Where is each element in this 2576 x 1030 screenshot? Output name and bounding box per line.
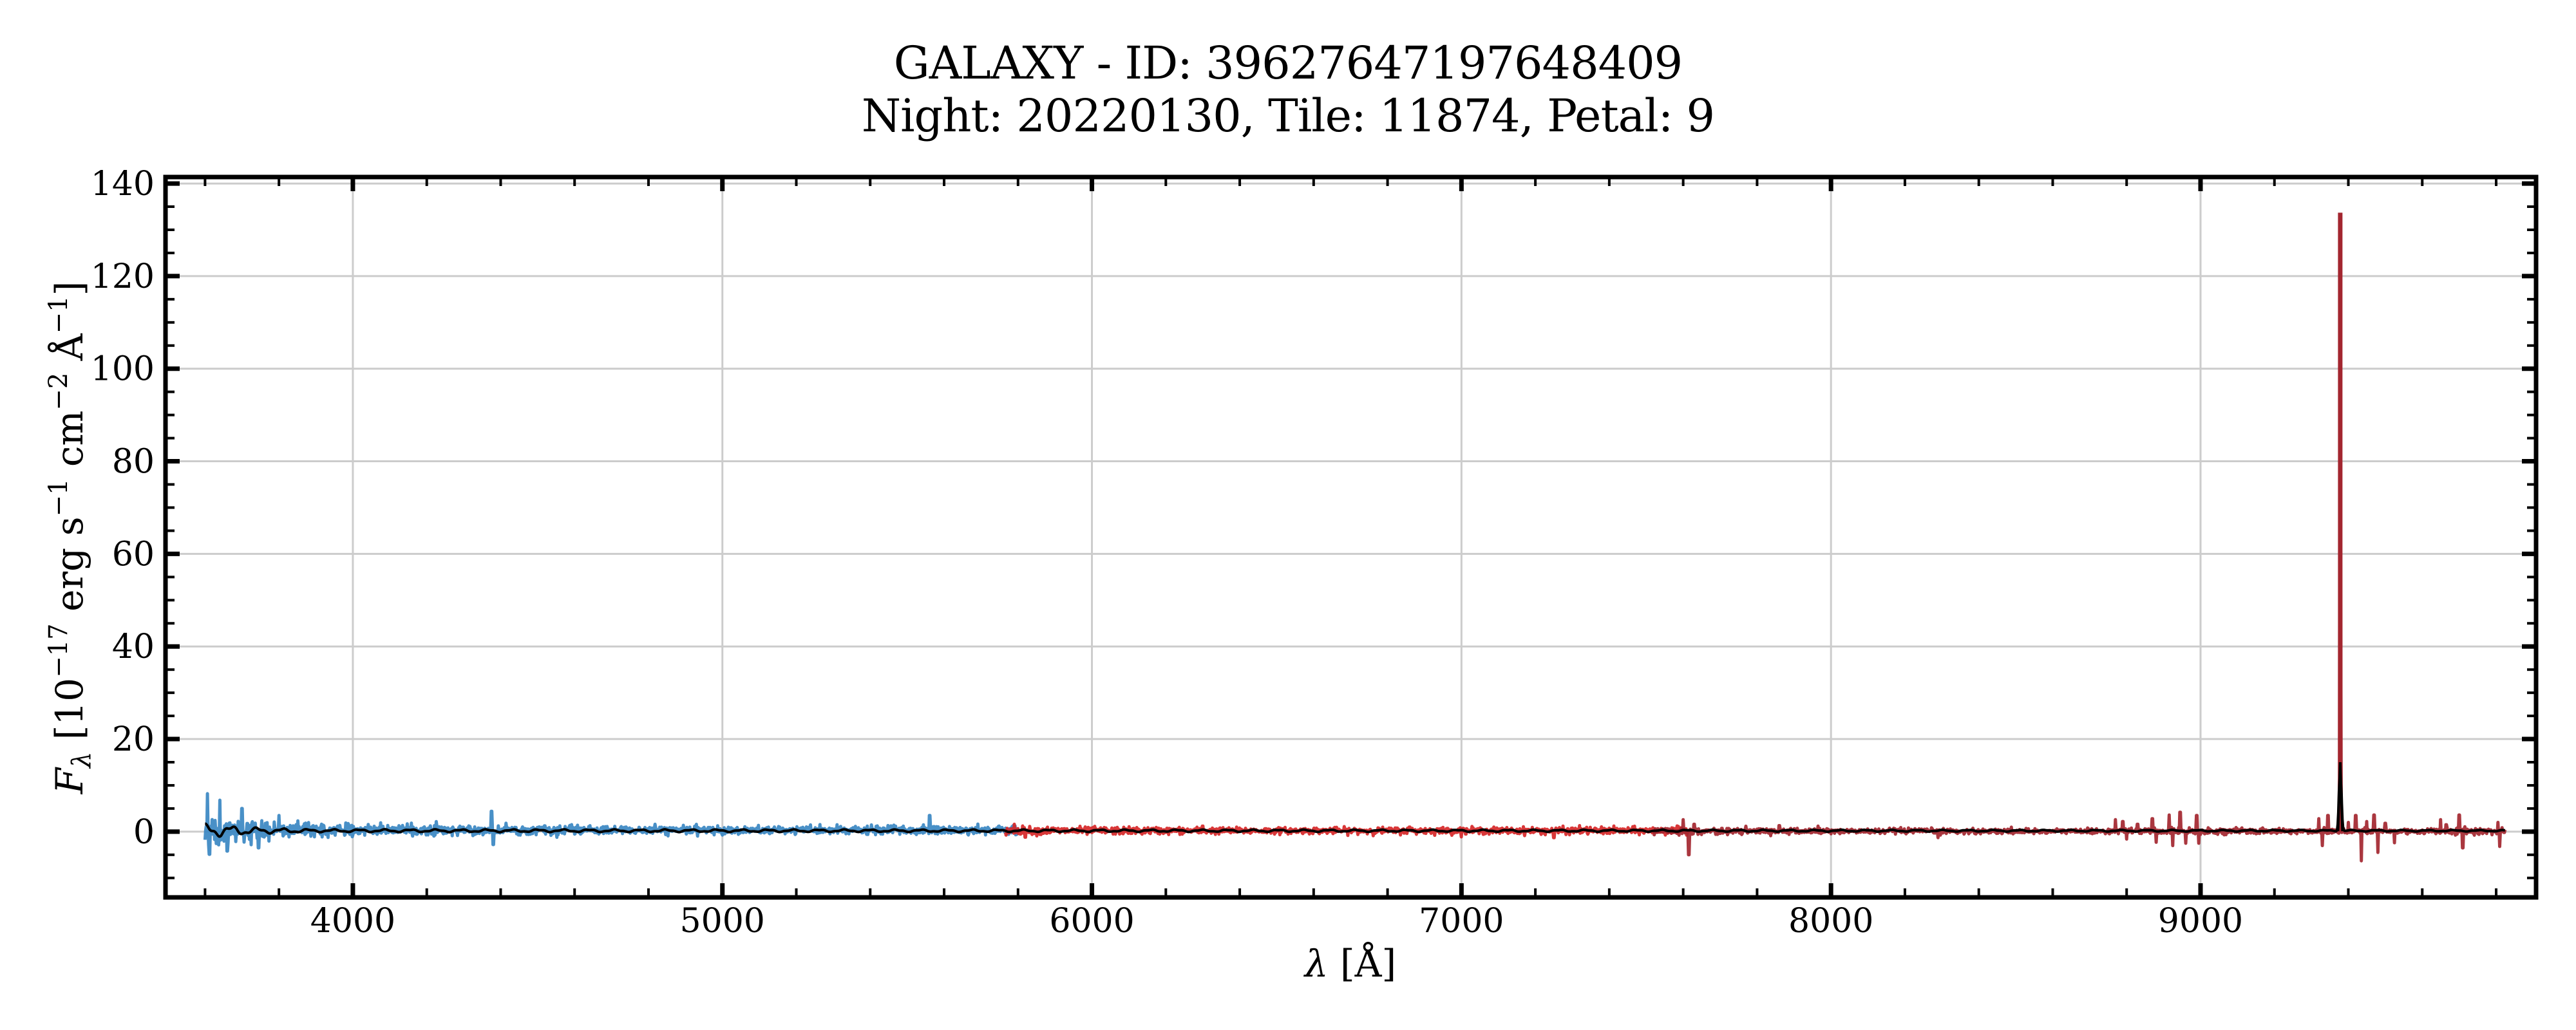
- y-label-angstrom: Å: [48, 333, 91, 372]
- y-label-exp1: −17: [44, 623, 73, 677]
- tick-labels: 4000 5000 6000 7000 8000 9000 0 20 40 60 80 100 120 1…: [91, 165, 2243, 941]
- x-tick-label: 6000: [1049, 902, 1134, 941]
- y-label-open: [10: [48, 678, 91, 752]
- x-axis-label: λ [Å]: [1303, 942, 1396, 986]
- x-tick-label: 7000: [1419, 902, 1504, 941]
- y-axis-label: Fλ [10−17 erg s−1 cm−2 Å−1]: [44, 281, 97, 795]
- y-label-close: ]: [48, 281, 91, 296]
- z-camera-flux-line: [1652, 268, 2507, 863]
- x-tick-label: 5000: [680, 902, 765, 941]
- spectrum-lines: [203, 212, 2507, 863]
- y-label-erg: erg s: [48, 517, 91, 624]
- y-tick-label: 80: [112, 443, 155, 482]
- b-camera-flux-line: [203, 792, 1023, 856]
- x-tick-label: 9000: [2158, 902, 2243, 941]
- chart-title-line1: GALAXY - ID: 39627647197648409: [893, 37, 1683, 89]
- y-label-symbol: F: [48, 767, 91, 794]
- axes-frame: [163, 174, 2539, 900]
- y-label-subscript: λ: [67, 752, 97, 769]
- y-label-exp4: −1: [44, 295, 73, 333]
- y-tick-label: 100: [91, 350, 155, 389]
- x-axis-label-lambda: λ: [1303, 942, 1329, 986]
- axis-ticks: [166, 177, 2536, 897]
- x-tick-label: 8000: [1788, 902, 1873, 941]
- y-tick-label: 40: [112, 628, 155, 666]
- model-emission-peak: [2336, 762, 2344, 832]
- y-tick-label: 0: [133, 813, 155, 852]
- chart-title-line2: Night: 20220130, Tile: 11874, Petal: 9: [861, 89, 1715, 142]
- y-tick-label: 20: [112, 720, 155, 759]
- x-axis-label-unit: [Å]: [1329, 942, 1397, 986]
- y-label-exp2: −1: [44, 479, 73, 517]
- x-tick-label: 4000: [310, 902, 395, 941]
- y-tick-label: 60: [112, 535, 155, 574]
- y-tick-label: 120: [91, 258, 155, 296]
- y-label-cm: cm: [48, 411, 91, 479]
- model-line: [204, 761, 2506, 838]
- gridlines: [166, 177, 2536, 897]
- y-label-exp3: −2: [44, 373, 73, 411]
- y-tick-label: 140: [91, 165, 155, 203]
